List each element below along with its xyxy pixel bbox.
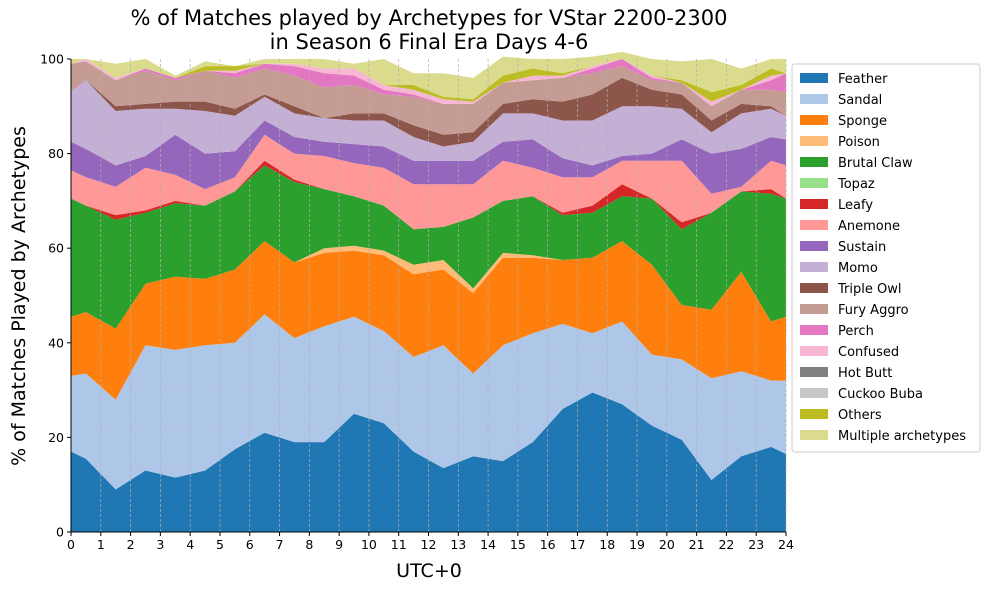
area-others xyxy=(71,59,786,102)
legend-label-others: Others xyxy=(838,408,882,423)
legend-label-fury-aggro: Fury Aggro xyxy=(838,303,909,318)
x-tick-label: 22 xyxy=(718,537,734,552)
x-tick-label: 15 xyxy=(510,537,526,552)
y-axis-label: % of Matches Played by Archetypes xyxy=(8,126,30,466)
x-tick-label: 13 xyxy=(450,537,466,552)
area-leafy xyxy=(71,160,786,230)
legend-swatch-hot-butt xyxy=(800,367,828,377)
legend-swatch-confused xyxy=(800,346,828,356)
y-tick-label: 100 xyxy=(40,52,64,67)
legend-label-multiple-archetypes: Multiple archetypes xyxy=(838,429,966,444)
x-tick-label: 16 xyxy=(540,537,556,552)
x-tick-label: 18 xyxy=(599,537,615,552)
y-axis-ticks: 0 20 40 60 80 100 xyxy=(40,52,71,540)
area-anemone xyxy=(71,134,786,230)
x-tick-label: 12 xyxy=(421,537,437,552)
legend-label-sponge: Sponge xyxy=(838,114,887,129)
legend-label-feather: Feather xyxy=(838,72,888,87)
y-tick-label: 60 xyxy=(48,241,64,256)
x-tick-label: 23 xyxy=(748,537,764,552)
legend-swatch-anemone xyxy=(800,220,828,230)
x-tick-label: 20 xyxy=(659,537,675,552)
y-tick-label: 40 xyxy=(48,335,64,350)
y-tick-label: 0 xyxy=(56,525,64,540)
chart-title-line-2: in Season 6 Final Era Days 4-6 xyxy=(270,30,589,54)
legend-label-triple-owl: Triple Owl xyxy=(837,282,901,297)
x-tick-label: 0 xyxy=(67,537,75,552)
x-tick-label: 14 xyxy=(480,537,496,552)
x-axis-ticks: 0 1 2 3 4 5 6 7 8 9 10 11 12 13 14 15 16 17 18 19 20 21 22 23 24 xyxy=(67,532,794,552)
legend-label-topaz: Topaz xyxy=(837,177,875,192)
legend-swatch-fury-aggro xyxy=(800,304,828,314)
legend-label-leafy: Leafy xyxy=(838,198,873,213)
y-tick-label: 80 xyxy=(48,146,64,161)
legend-label-anemone: Anemone xyxy=(838,219,900,234)
x-tick-label: 5 xyxy=(216,537,224,552)
legend-label-poison: Poison xyxy=(838,135,880,150)
legend-label-confused: Confused xyxy=(838,345,899,360)
area-sustain xyxy=(71,120,786,194)
y-tick-label: 20 xyxy=(48,430,64,445)
x-tick-label: 19 xyxy=(629,537,645,552)
legend-swatch-multiple-archetypes xyxy=(800,430,828,440)
legend-swatch-triple-owl xyxy=(800,283,828,293)
x-tick-label: 11 xyxy=(391,537,407,552)
x-tick-label: 17 xyxy=(570,537,586,552)
legend-label-perch: Perch xyxy=(838,324,874,339)
x-tick-label: 2 xyxy=(127,537,135,552)
legend-swatch-sustain xyxy=(800,241,828,251)
legend-swatch-sandal xyxy=(800,94,828,104)
legend-label-momo: Momo xyxy=(838,261,878,276)
legend-swatch-brutal-claw xyxy=(800,157,828,167)
x-tick-label: 9 xyxy=(335,537,343,552)
legend-swatch-poison xyxy=(800,136,828,146)
legend-swatch-cuckoo-buba xyxy=(800,388,828,398)
x-tick-label: 8 xyxy=(305,537,313,552)
legend: Feather Sandal Sponge Poison Brutal Claw Topa… xyxy=(791,63,981,453)
chart-title-line-1: % of Matches played by Archetypes for VS… xyxy=(131,6,728,30)
x-tick-label: 7 xyxy=(276,537,284,552)
x-tick-label: 3 xyxy=(156,537,164,552)
vertical-gridlines xyxy=(70,59,787,532)
legend-swatch-perch xyxy=(800,325,828,335)
legend-frame xyxy=(791,63,981,453)
x-tick-label: 4 xyxy=(186,537,194,552)
x-tick-label: 21 xyxy=(689,537,705,552)
legend-swatch-topaz xyxy=(800,178,828,188)
legend-swatch-sponge xyxy=(800,115,828,125)
legend-label-cuckoo-buba: Cuckoo Buba xyxy=(838,387,923,402)
legend-label-hot-butt: Hot Butt xyxy=(838,366,892,381)
legend-label-brutal-claw: Brutal Claw xyxy=(838,156,913,171)
legend-label-sustain: Sustain xyxy=(838,240,886,255)
legend-swatch-others xyxy=(800,409,828,419)
x-tick-label: 6 xyxy=(246,537,254,552)
legend-swatch-feather xyxy=(800,73,828,83)
x-tick-label: 1 xyxy=(97,537,105,552)
legend-label-sandal: Sandal xyxy=(838,93,882,108)
x-tick-label: 10 xyxy=(361,537,377,552)
area-feather xyxy=(71,392,786,532)
legend-swatch-leafy xyxy=(800,199,828,209)
legend-swatch-momo xyxy=(800,262,828,272)
x-axis-label: UTC+0 xyxy=(396,560,462,582)
x-tick-label: 24 xyxy=(778,537,794,552)
